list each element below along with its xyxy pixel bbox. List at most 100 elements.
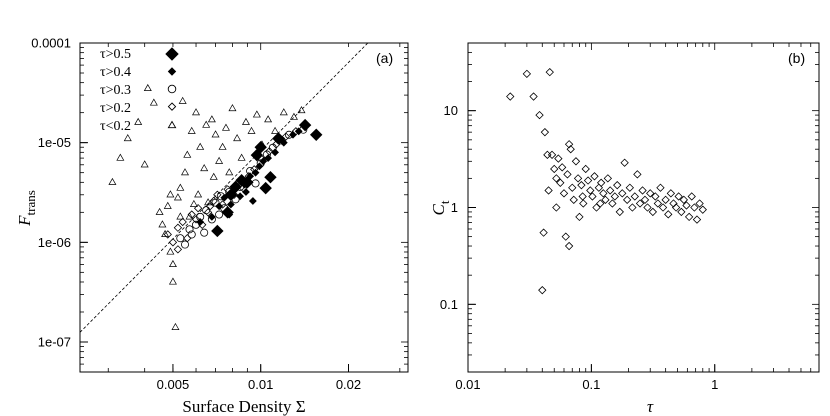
panel-a-data-point [229, 190, 239, 199]
panel-a-data-point [143, 83, 152, 91]
panel-b-data-point [592, 203, 601, 212]
panel-b-data-point [653, 199, 663, 208]
panel-a-data-point [202, 120, 211, 128]
panel-a-data-point [185, 212, 194, 220]
panel-b-data-point [564, 140, 574, 149]
panel-b-data-point [620, 158, 629, 167]
panel-a-data-point [231, 195, 240, 204]
panel-a-data-point [181, 168, 190, 176]
panel-a-data-point [244, 172, 253, 181]
panel-a-y-axis-title: Ftrans [15, 190, 38, 227]
panel-a-data-point [259, 181, 272, 195]
panel-a-data-point [207, 215, 216, 224]
panel-a-data-point [196, 212, 205, 221]
panel-b-data-point [640, 195, 650, 204]
panel-a-data-point [215, 156, 224, 164]
panel-b-data-point [529, 92, 538, 101]
panel-b-data-point [506, 92, 515, 101]
panel-a-data-point [257, 155, 267, 164]
panel-b-data-point [674, 192, 683, 201]
panel-b-data-point [559, 189, 569, 198]
panel-a-data-point [310, 128, 323, 141]
panel-a-data-point [192, 220, 201, 229]
panel-a-data-point [216, 192, 225, 201]
panel-a-data-point [158, 220, 167, 228]
panel-a-data-point [238, 183, 248, 193]
panel-a-data-point [207, 212, 216, 221]
panel-a-data-point [281, 132, 291, 141]
panel-b-data-point [579, 199, 588, 208]
panel-a-data-point [168, 238, 178, 247]
panel-b-data-point [547, 150, 557, 159]
panel-a-data-point [251, 179, 260, 188]
panel-a-data-point [200, 164, 209, 172]
panel-a-data-point [108, 177, 117, 185]
panel-a-data-point [204, 198, 213, 206]
panel-a: 0.005 0.01 0.02 1e-07 1e-06 1e-05 0.0001 (a) S… [15, 36, 409, 416]
panel-b-data-point [625, 183, 634, 192]
panel-b-data-point [656, 183, 665, 192]
panel-a-data-point [225, 168, 234, 176]
panel-b-data-point [556, 178, 565, 187]
panel-b-data-point [561, 232, 570, 241]
panel-a-data-point [225, 210, 234, 219]
panel-a-data-point [233, 134, 242, 142]
panel-b-data-point [669, 199, 678, 208]
panel-b-data-point [543, 150, 552, 159]
panel-b-data-point [648, 207, 658, 217]
panel-b-data-point [575, 212, 584, 222]
panel-a-reference-line [80, 43, 369, 333]
panel-b-data-point [522, 69, 532, 79]
panel-b-data-point [563, 170, 572, 179]
panel-b-data-point [643, 203, 652, 212]
panel-b-data-point [630, 192, 639, 201]
panel-b-data-point [658, 203, 668, 212]
legend-marker-diamond-filled [165, 47, 179, 61]
panel-b-y-tick-label: 1 [451, 200, 458, 215]
panel-a-data-point [134, 117, 143, 125]
panel-b-data-point [605, 186, 615, 195]
panel-b-data-point [539, 228, 548, 237]
panel-b-data-point [552, 203, 561, 212]
panel-b-data-point [646, 189, 655, 198]
panel-a-data-point [209, 196, 218, 206]
panel-a-data-point [264, 171, 277, 184]
legend-entry-tau-gt-0.5: τ>0.5 [100, 47, 179, 62]
panel-b-data-point [622, 195, 632, 204]
panel-a-label: (a) [376, 50, 393, 66]
panel-a-y-tick-label: 1e-07 [38, 334, 71, 349]
panel-b-data-point [671, 203, 681, 212]
panel-a-data-point [234, 178, 243, 187]
panel-a-data-point [250, 165, 259, 174]
panel-a-data-point [241, 117, 250, 125]
panel-a-data-point [155, 207, 164, 215]
panel-a-data-point [277, 136, 286, 145]
legend-marker-triangle-open [167, 120, 177, 129]
panel-a-data-point [178, 217, 187, 227]
panel-b-data-point [588, 192, 597, 201]
panel-a-data-point [299, 125, 308, 134]
panel-a-data-point [215, 210, 224, 219]
panel-b-data-point [586, 186, 595, 195]
panel-a-data-point [166, 190, 175, 198]
panel-a-data-point [242, 188, 250, 196]
panel-b-y-tick-label: 0.1 [440, 297, 458, 312]
panel-b-data-point [594, 183, 604, 192]
panel-a-data-point [193, 204, 203, 213]
panel-a-data-point [211, 224, 224, 238]
panel-b-data-point [664, 210, 673, 219]
panel-b-x-tick-label: 0.1 [582, 377, 600, 392]
panel-b-data-point [577, 181, 586, 190]
panel-a-data-point [191, 215, 201, 224]
panel-a-data-point [247, 126, 256, 134]
panel-a-data-point [252, 110, 261, 118]
panel-a-data-point [264, 115, 273, 123]
panel-a-data-point [262, 150, 271, 159]
panel-a-data-point [178, 96, 187, 104]
panel-a-dashed-fit-line [80, 43, 369, 333]
panel-b-data-point [610, 192, 620, 201]
panel-a-data-point [218, 142, 227, 150]
panel-b-data-point [633, 170, 642, 179]
panel-b-y-axis-title-sub: t [437, 200, 452, 204]
panel-a-frame [79, 42, 409, 373]
